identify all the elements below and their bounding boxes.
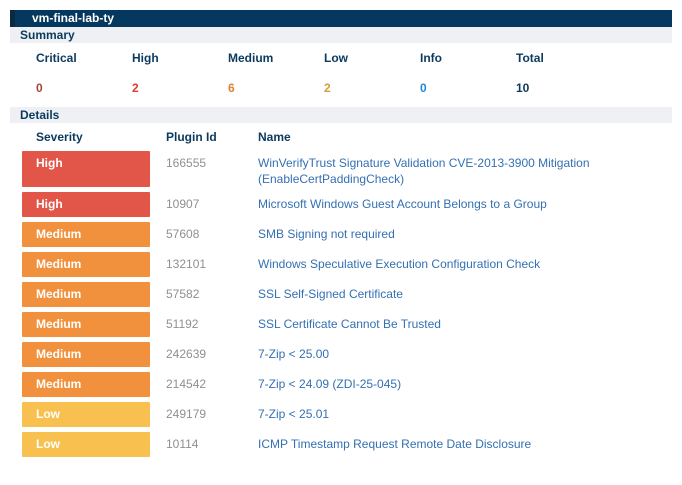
info-count: 0 xyxy=(420,81,427,95)
details-col-severity: Severity xyxy=(36,130,83,144)
report-title-bar: vm-final-lab-ty xyxy=(10,10,672,27)
severity-badge: Medium xyxy=(22,312,150,338)
severity-badge: Low xyxy=(22,432,150,458)
table-row: Low 249179 7-Zip < 25.01 xyxy=(22,402,672,428)
summary-table: Critical High Medium Low Info Total 0 2 … xyxy=(10,43,672,107)
low-count: 2 xyxy=(324,81,331,95)
plugin-id: 132101 xyxy=(166,257,207,272)
severity-badge: Medium xyxy=(22,372,150,398)
plugin-id: 249179 xyxy=(166,407,207,422)
medium-count: 6 xyxy=(228,81,235,95)
vulnerability-name-link[interactable]: Microsoft Windows Guest Account Belongs … xyxy=(258,197,547,212)
table-row: Low 10114 ICMP Timestamp Request Remote … xyxy=(22,432,672,458)
vulnerability-name-link[interactable]: SSL Self-Signed Certificate xyxy=(258,287,403,302)
total-count: 10 xyxy=(516,81,530,95)
report-title: vm-final-lab-ty xyxy=(32,11,115,25)
summary-values-row: 0 2 6 2 0 10 xyxy=(36,81,672,95)
summary-col-medium: Medium xyxy=(228,51,274,65)
table-row: Medium 132101 Windows Speculative Execut… xyxy=(22,252,672,278)
high-count: 2 xyxy=(132,81,139,95)
summary-section-header: Summary xyxy=(10,27,672,43)
table-row: High 10907 Microsoft Windows Guest Accou… xyxy=(22,192,672,218)
summary-col-critical: Critical xyxy=(36,51,77,65)
table-row: High 166555 WinVerifyTrust Signature Val… xyxy=(22,151,672,188)
details-col-plugin-id: Plugin Id xyxy=(166,130,217,144)
severity-badge: High xyxy=(22,151,150,188)
plugin-id: 10114 xyxy=(166,437,199,452)
severity-badge: High xyxy=(22,192,150,218)
table-row: Medium 57582 SSL Self-Signed Certificate xyxy=(22,282,672,308)
plugin-id: 214542 xyxy=(166,377,207,392)
critical-count: 0 xyxy=(36,81,43,95)
severity-badge: Medium xyxy=(22,252,150,278)
plugin-id: 57608 xyxy=(166,227,200,242)
vulnerability-name-link[interactable]: 7-Zip < 25.00 xyxy=(258,347,330,362)
vulnerability-name-link[interactable]: 7-Zip < 25.01 xyxy=(258,407,330,422)
table-row: Medium 242639 7-Zip < 25.00 xyxy=(22,342,672,368)
plugin-id: 51192 xyxy=(166,317,199,332)
vulnerability-name-link[interactable]: 7-Zip < 24.09 (ZDI-25-045) xyxy=(258,377,402,392)
severity-badge: Low xyxy=(22,402,150,428)
summary-col-total: Total xyxy=(516,51,544,65)
vulnerability-name-link[interactable]: Windows Speculative Execution Configurat… xyxy=(258,257,541,272)
summary-header-row: Critical High Medium Low Info Total xyxy=(36,51,672,65)
vulnerability-name-link[interactable]: SSL Certificate Cannot Be Trusted xyxy=(258,317,441,332)
table-row: Medium 51192 SSL Certificate Cannot Be T… xyxy=(22,312,672,338)
vulnerability-name-link[interactable]: SMB Signing not required xyxy=(258,227,395,242)
details-col-name: Name xyxy=(258,130,291,144)
summary-col-low: Low xyxy=(324,51,348,65)
table-row: Medium 214542 7-Zip < 24.09 (ZDI-25-045) xyxy=(22,372,672,398)
vulnerability-name-link[interactable]: ICMP Timestamp Request Remote Date Discl… xyxy=(258,437,532,452)
table-row: Medium 57608 SMB Signing not required xyxy=(22,222,672,248)
vulnerability-name-link[interactable]: WinVerifyTrust Signature Validation CVE-… xyxy=(258,156,590,186)
severity-badge: Medium xyxy=(22,342,150,368)
details-header-row: Severity Plugin Id Name xyxy=(10,123,672,151)
report-page: vm-final-lab-ty Summary Critical High Me… xyxy=(10,10,672,458)
summary-col-info: Info xyxy=(420,51,442,65)
details-heading: Details xyxy=(20,108,60,122)
summary-heading: Summary xyxy=(20,28,75,42)
summary-col-high: High xyxy=(132,51,159,65)
severity-badge: Medium xyxy=(22,282,150,308)
plugin-id: 57582 xyxy=(166,287,200,302)
plugin-id: 242639 xyxy=(166,347,207,362)
plugin-id: 10907 xyxy=(166,197,200,212)
details-table: High 166555 WinVerifyTrust Signature Val… xyxy=(10,151,672,458)
details-section-header: Details xyxy=(10,107,672,123)
severity-badge: Medium xyxy=(22,222,150,248)
plugin-id: 166555 xyxy=(166,156,207,170)
